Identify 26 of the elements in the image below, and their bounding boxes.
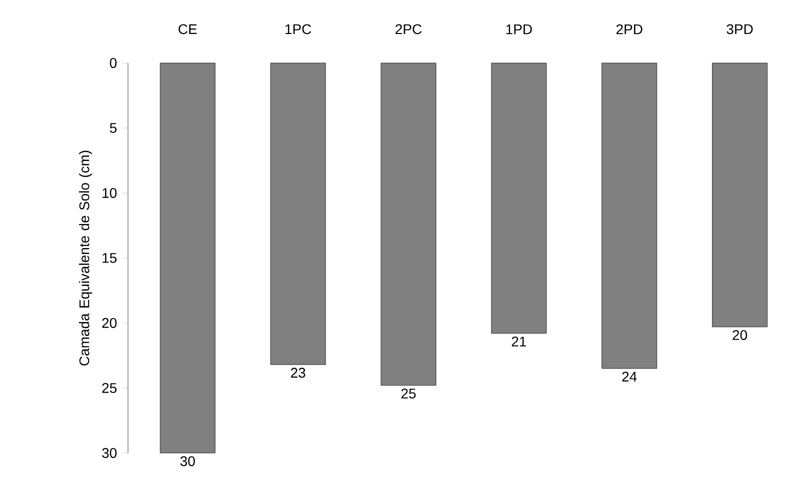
- bar: [270, 62, 326, 365]
- data-label: 21: [512, 336, 526, 346]
- bar: [602, 62, 658, 369]
- x-tick-label: 1PC: [286, 24, 312, 34]
- data-label: 24: [622, 372, 637, 382]
- y-tick-label: 15: [102, 253, 117, 263]
- data-label: 23: [290, 368, 306, 378]
- x-tick-label: 2PC: [396, 24, 422, 34]
- data-label: 25: [401, 388, 416, 399]
- bar: [380, 62, 436, 386]
- y-tick-label: 25: [102, 383, 117, 393]
- data-label: 20: [732, 330, 748, 340]
- bar: [712, 62, 768, 328]
- y-tick-label: 10: [102, 188, 117, 198]
- y-tick-label: 30: [102, 448, 117, 458]
- data-label: 30: [180, 456, 195, 466]
- y-tick-label: 20: [102, 318, 117, 328]
- y-tick-label: 0: [110, 58, 117, 68]
- y-tick-label: 5: [110, 123, 117, 133]
- bar: [491, 62, 547, 334]
- bar: [160, 62, 216, 454]
- x-tick-label: 3PD: [726, 24, 753, 34]
- x-tick-label: 2PD: [616, 24, 642, 34]
- x-tick-label: 1PD: [506, 24, 532, 34]
- x-tick-label: CE: [178, 24, 197, 34]
- y-axis-title: Camada Equivalente de Solo (cm): [78, 150, 92, 366]
